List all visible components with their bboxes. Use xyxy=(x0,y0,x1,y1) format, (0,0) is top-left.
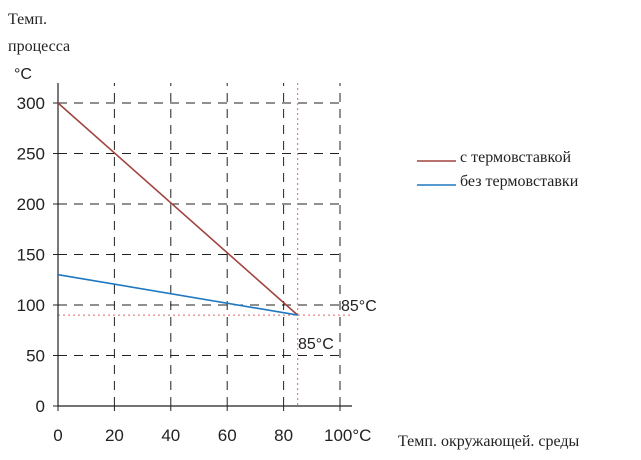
y-tick-labels: 0 50 100 150 200 250 300 xyxy=(17,94,45,416)
legend-label-without-insert: без термовставки xyxy=(460,173,579,190)
y-axis-unit: °C xyxy=(14,66,32,83)
series-line-without-insert xyxy=(57,273,298,316)
y-axis-title-line-2: процесса xyxy=(8,38,70,55)
x-tick-label-60: 60 xyxy=(218,426,237,445)
axes xyxy=(53,83,352,411)
x-tick-label-80: 80 xyxy=(274,426,293,445)
x-tick-labels: 0 20 40 60 80 100°C xyxy=(53,426,371,445)
legend: с термовставкой без термовставки xyxy=(417,149,579,190)
y-tick-label-100: 100 xyxy=(17,296,45,315)
y-axis-title-line-1: Темп. xyxy=(8,11,47,28)
y-tick-label-150: 150 xyxy=(17,246,45,265)
y-tick-label-50: 50 xyxy=(26,347,45,366)
x-tick-label-100: 100°C xyxy=(324,426,371,445)
x-tick-label-0: 0 xyxy=(53,426,62,445)
y-tick-label-300: 300 xyxy=(17,94,45,113)
x-tick-label-20: 20 xyxy=(105,426,124,445)
series-line-with-insert xyxy=(57,102,299,316)
x-axis-title: Темп. окружающей. среды xyxy=(398,433,580,450)
y-tick-label-250: 250 xyxy=(17,145,45,164)
annotation-85c-horizontal: 85°C xyxy=(341,298,377,315)
legend-label-with-insert: с термовставкой xyxy=(460,149,571,166)
reference-lines xyxy=(58,83,350,406)
y-tick-label-0: 0 xyxy=(36,397,45,416)
series-lines xyxy=(57,102,299,316)
annotation-85c-vertical: 85°C xyxy=(298,336,334,353)
y-tick-label-200: 200 xyxy=(17,195,45,214)
grid-lines xyxy=(58,83,341,406)
x-tick-label-40: 40 xyxy=(161,426,180,445)
